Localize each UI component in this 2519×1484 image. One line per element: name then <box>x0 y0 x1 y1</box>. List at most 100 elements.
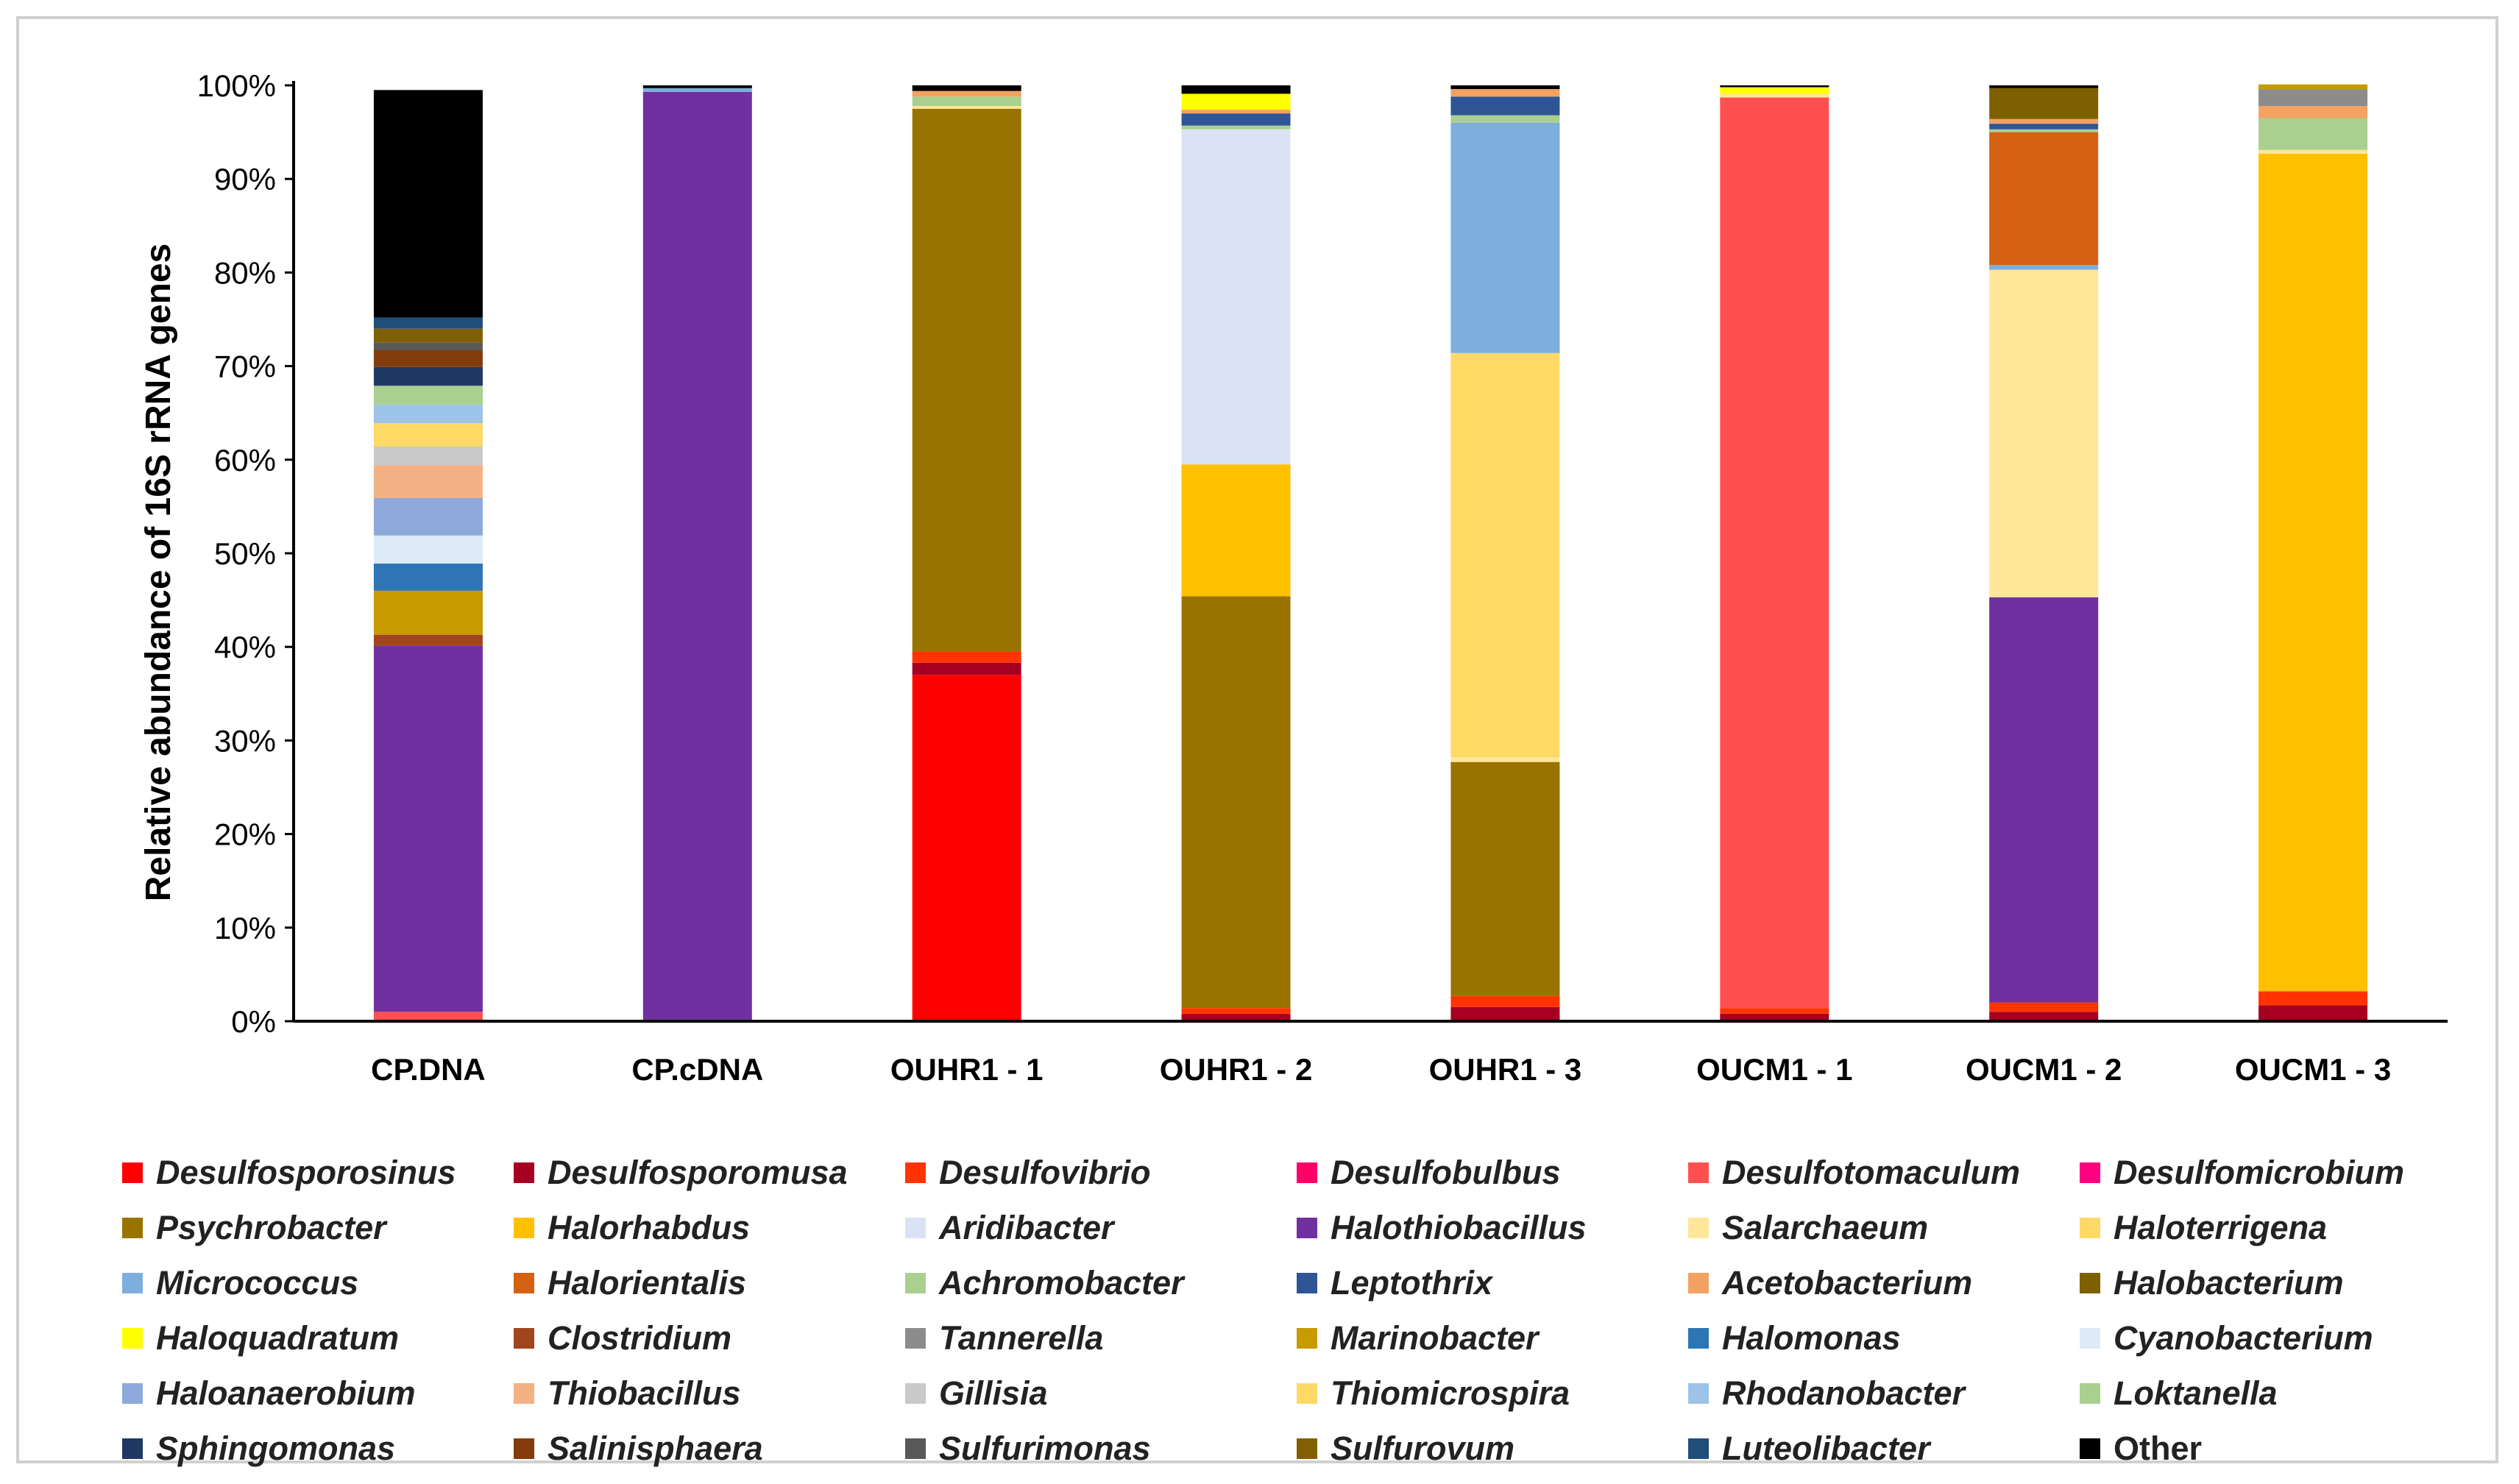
x-tick-label: CP.cDNA <box>631 1052 763 1087</box>
legend-swatch <box>1688 1382 1709 1404</box>
y-axis: 0% 10% 20% 30% 40% 50% 60% 70% 80% 90% 100% <box>197 68 295 1039</box>
y-tick-label: 80% <box>214 255 276 290</box>
legend-swatch <box>1688 1217 1709 1238</box>
legend-label: Sulfurovum <box>1331 1429 1515 1467</box>
legend-item-thiomicrospira: Thiomicrospira <box>1297 1366 1688 1421</box>
y-tick-label: 20% <box>214 817 276 852</box>
legend-item-achromobacter: Achromobacter <box>905 1255 1297 1310</box>
legend-item-halomonas: Halomonas <box>1688 1310 2080 1366</box>
legend-swatch <box>122 1327 143 1349</box>
y-tick-label: 30% <box>214 723 276 758</box>
legend-label: Halorhabdus <box>548 1208 751 1246</box>
bar-segment-psychrobacter-5 <box>1450 761 1560 996</box>
chart-frame: 0% 10% 20% 30% 40% 50% 60% 70% 80% 90% 100% CP.DNA… <box>16 16 2498 1467</box>
legend-swatch <box>514 1217 534 1238</box>
legend-label: Sulfurimonas <box>939 1429 1151 1467</box>
bar-segment-halothiobacillus-1 <box>373 645 483 1012</box>
bar-segment-clostridium-1 <box>373 634 483 646</box>
legend-swatch <box>2080 1272 2100 1293</box>
legend-item-rhodanobacter: Rhodanobacter <box>1688 1366 2080 1421</box>
bar-segment-desulfosporomusa-5 <box>1450 1007 1560 1021</box>
bar-segment-thiomicrospira-1 <box>373 423 483 447</box>
legend-swatch <box>1688 1327 1709 1349</box>
bar-segment-micrococcus-2 <box>642 88 752 92</box>
y-tick-label: 60% <box>214 443 276 477</box>
legend-item-aridibacter: Aridibacter <box>905 1200 1297 1255</box>
legend-swatch <box>905 1382 926 1404</box>
stacked-bar-chart: 0% 10% 20% 30% 40% 50% 60% 70% 80% 90% 100% CP.DNA… <box>139 68 2448 1087</box>
legend-label: Thiomicrospira <box>1331 1374 1570 1412</box>
bar-segment-psychrobacter-3 <box>912 108 1021 652</box>
bar-segment-halobacterium-7 <box>1989 88 2099 119</box>
legend-item-marinobacter: Marinobacter <box>1297 1310 1688 1366</box>
legend-item-sphingomonas: Sphingomonas <box>122 1421 514 1476</box>
bar-segment-desulfotomaculum-1 <box>373 1012 483 1021</box>
bar-segment-desulfovibrio-8 <box>2258 991 2368 1006</box>
legend-label: Acetobacterium <box>1722 1263 1973 1302</box>
bars-layer <box>373 84 2368 1021</box>
legend-swatch <box>514 1438 534 1459</box>
x-tick-label: OUCM1 - 1 <box>1696 1052 1852 1087</box>
legend-label: Desulfobulbus <box>1331 1153 1561 1191</box>
bar-segment-acetobacterium-7 <box>1989 118 2099 124</box>
legend-item-desulfotomaculum: Desulfotomaculum <box>1688 1145 2080 1200</box>
bar-segment-salinisphaera-1 <box>373 349 483 367</box>
x-tick-label: OUHR1 - 3 <box>1429 1052 1582 1087</box>
y-tick-label: 0% <box>231 1004 276 1039</box>
legend-label: Clostridium <box>548 1318 732 1357</box>
legend-swatch <box>1297 1438 1317 1459</box>
legend-swatch <box>1297 1272 1317 1293</box>
legend-swatch <box>905 1217 926 1238</box>
bar-segment-achromobacter-7 <box>1989 129 2099 132</box>
bar-segment-salarchaeum-8 <box>2258 149 2368 154</box>
bar-segment-sulfurimonas-1 <box>373 342 483 350</box>
bar-segment-salarchaeum-6 <box>1720 93 1829 98</box>
legend-swatch <box>905 1272 926 1293</box>
bar-segment-haloanaerobium-1 <box>373 497 483 536</box>
legend-label: Desulfotomaculum <box>1722 1153 2021 1191</box>
bar-segment-salarchaeum-5 <box>1450 757 1560 762</box>
bar-segment-tannerella-8 <box>2258 89 2368 106</box>
legend-item-halorhabdus: Halorhabdus <box>514 1200 905 1255</box>
legend-swatch <box>122 1382 143 1404</box>
bar-segment-sphingomonas-1 <box>373 366 483 386</box>
legend-item-clostridium: Clostridium <box>514 1310 905 1366</box>
bar-segment-desulfosporomusa-7 <box>1989 1012 2099 1021</box>
bar-segment-aridibacter-4 <box>1181 129 1291 465</box>
bar-segment-acetobacterium-5 <box>1450 89 1560 97</box>
bar-segment-loktanella-1 <box>373 386 483 405</box>
legend-label: Achromobacter <box>939 1263 1184 1302</box>
y-axis-label: Relative abundance of 16S rRNA genes <box>139 244 178 902</box>
legend-swatch <box>122 1438 143 1459</box>
legend-label: Luteolibacter <box>1722 1429 1930 1467</box>
bar-segment-desulfovibrio-3 <box>912 651 1021 663</box>
legend-label: Cyanobacterium <box>2114 1318 2373 1357</box>
legend-swatch <box>1688 1272 1709 1293</box>
legend-swatch <box>514 1327 534 1349</box>
legend-item-halorientalis: Halorientalis <box>514 1255 905 1310</box>
legend-item-desulfosporosinus: Desulfosporosinus <box>122 1145 514 1200</box>
bar-segment-haloterrigena-5 <box>1450 352 1560 758</box>
legend-item-haloterrigena: Haloterrigena <box>2080 1200 2471 1255</box>
legend-swatch <box>1297 1382 1317 1404</box>
bar-segment-acetobacterium-3 <box>912 90 1021 97</box>
bar-segment-gillisia-1 <box>373 446 483 466</box>
bar-segment-desulfovibrio-7 <box>1989 1002 2099 1012</box>
legend-label: Haloanaerobium <box>156 1374 416 1412</box>
legend-label: Desulfomicrobium <box>2114 1153 2405 1191</box>
legend-item-desulfovibrio: Desulfovibrio <box>905 1145 1297 1200</box>
legend: Desulfosporosinus Desulfosporomusa Desulfo… <box>122 1145 2477 1476</box>
legend-item-other: Other <box>2080 1421 2471 1476</box>
bar-segment-acetobacterium-4 <box>1181 110 1291 114</box>
legend-label: Haloquadratum <box>156 1318 400 1357</box>
legend-swatch <box>2080 1438 2100 1459</box>
y-tick-label: 10% <box>214 911 276 945</box>
bar-segment-salarchaeum-3 <box>912 105 1021 109</box>
bar-segment-desulfovibrio-4 <box>1181 1008 1291 1014</box>
legend-item-leptothrix: Leptothrix <box>1297 1255 1688 1310</box>
legend-swatch <box>1297 1217 1317 1238</box>
legend-item-psychrobacter: Psychrobacter <box>122 1200 514 1255</box>
bar-segment-sulfurovum-1 <box>373 328 483 343</box>
bar-segment-desulfosporosinus-3 <box>912 675 1021 1021</box>
legend-swatch <box>2080 1382 2100 1404</box>
